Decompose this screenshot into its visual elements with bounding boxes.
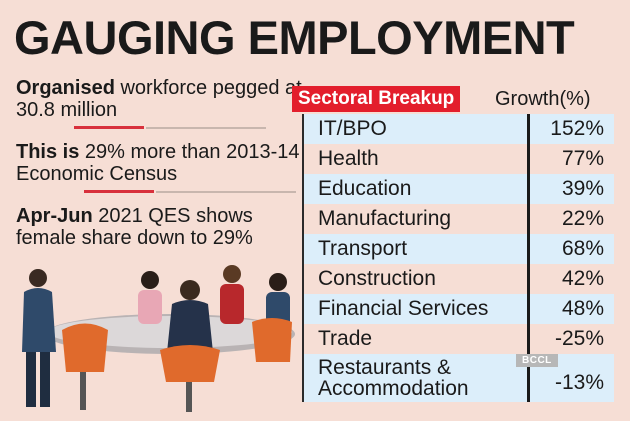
gray-divider-2 [156,191,296,193]
person-1-head [29,269,47,287]
growth-value: 48% [561,297,604,320]
table-row: Financial Services 48% [304,294,614,324]
table-title: Sectoral Breakup [292,86,461,112]
person-4-body [220,284,244,324]
fact-census: This is 29% more than 2013-14 Economic C… [16,141,306,185]
fact-qes-bold: Apr-Jun [16,205,93,227]
growth-value: -13% [554,371,604,394]
growth-value: 22% [561,207,604,230]
table-row: Restaurants & Accommodation -13% [304,354,614,402]
watermark: BCCL [516,354,558,367]
column-divider [527,114,530,402]
growth-value: -25% [554,327,604,350]
sector-label: Manufacturing [318,207,452,230]
growth-value: 42% [561,267,604,290]
person-3-head [180,280,200,300]
fact-workforce-bold: Organised [16,77,115,99]
table-row: Health 77% [304,144,614,174]
red-divider-1 [74,126,144,129]
growth-value: 39% [561,177,604,200]
sector-label: Restaurants & Accommodation [318,356,469,400]
sector-label: Financial Services [318,297,489,320]
person-2-body [138,290,162,324]
growth-column-header: Growth(%) [495,88,591,110]
sector-label: Trade [318,327,373,350]
fact-qes: Apr-Jun 2021 QES shows female share down… [16,205,306,249]
page-title: GAUGING EMPLOYMENT [14,11,575,64]
chair-2-stem [186,382,192,412]
person-1-body [22,288,56,352]
person-1-leg2 [40,352,50,407]
sector-label: IT/BPO [318,117,387,140]
person-5-head [269,273,287,291]
growth-value: 68% [561,237,604,260]
sector-label: Construction [318,267,436,290]
person-4-head [223,265,241,283]
table-row: Education 39% [304,174,614,204]
table-row: IT/BPO 152% [304,114,614,144]
fact-census-text: 29% more than 2013-14 Economic Census [16,141,300,185]
person-1-leg [26,352,36,407]
gray-divider-1 [146,127,266,129]
table-row: Transport 68% [304,234,614,264]
meeting-illustration [22,265,295,412]
table-row: Manufacturing 22% [304,204,614,234]
red-divider-2 [84,190,154,193]
sector-label: Health [318,147,379,170]
table-row: Construction 42% [304,264,614,294]
table-row: Trade -25% [304,324,614,354]
chair-3 [252,318,292,362]
sector-label: Transport [318,237,408,260]
growth-value: 152% [550,117,604,140]
fact-census-bold: This is [16,141,80,163]
fact-workforce-text: workforce pegged at 30.8 million [16,77,302,121]
chair-2 [160,345,220,382]
person-2-head [141,271,159,289]
sector-label: Education [318,177,412,200]
sector-table: IT/BPO 152% Health 77% Education 39% Man… [302,114,614,402]
chair-1-stem [80,372,86,410]
growth-value: 77% [561,147,604,170]
fact-qes-text: 2021 QES shows female share down to 29% [16,205,253,249]
chair-1 [62,323,108,372]
fact-workforce: Organised workforce pegged at 30.8 milli… [16,77,306,121]
